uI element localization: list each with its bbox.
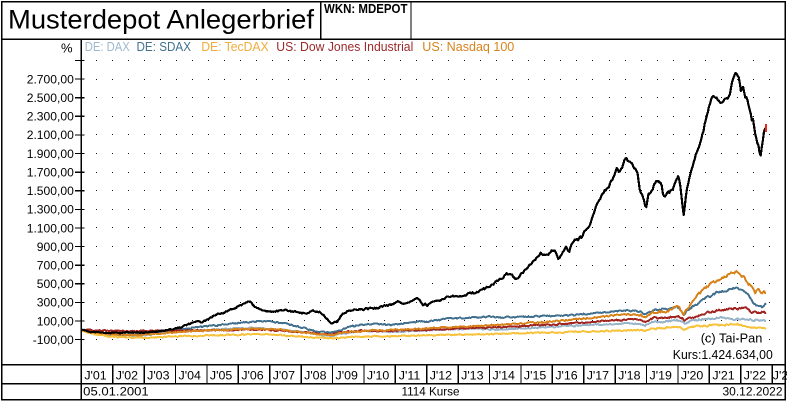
svg-text:J'17: J'17 [587,368,609,382]
svg-text:J'22: J'22 [744,368,766,382]
svg-text:J'03: J'03 [147,368,169,382]
svg-text:1114 Kurse: 1114 Kurse [402,384,460,398]
svg-text:J'04: J'04 [179,368,201,382]
svg-text:1.100,00: 1.100,00 [27,221,74,235]
svg-text:J'08: J'08 [304,368,326,382]
svg-text:J'16: J'16 [555,368,577,382]
svg-text:2.100,00: 2.100,00 [27,128,74,142]
svg-text:700,00: 700,00 [37,259,74,273]
svg-text:J'06: J'06 [241,368,263,382]
svg-text:J'12: J'12 [430,368,452,382]
svg-text:US: Dow Jones Industrial: US: Dow Jones Industrial [276,39,413,54]
svg-text:1.900,00: 1.900,00 [27,147,74,161]
svg-text:Musterdepot Anlegerbrief: Musterdepot Anlegerbrief [8,5,314,35]
svg-text:J'14: J'14 [493,368,515,382]
svg-text:1.500,00: 1.500,00 [27,184,74,198]
svg-text:WKN: MDEPOT: WKN: MDEPOT [324,1,408,16]
svg-text:J'19: J'19 [650,368,672,382]
svg-text:%: % [61,40,73,55]
svg-text:J'15: J'15 [524,368,546,382]
svg-text:1.700,00: 1.700,00 [27,165,74,179]
svg-text:900,00: 900,00 [37,240,74,254]
svg-text:J'01: J'01 [84,368,106,382]
svg-text:DE: DAX: DE: DAX [85,39,130,54]
svg-text:500,00: 500,00 [37,277,74,291]
svg-text:DE: SDAX: DE: SDAX [137,39,192,54]
svg-text:J'21: J'21 [712,368,734,382]
svg-text:Kurs:1.424.634,00: Kurs:1.424.634,00 [673,347,773,362]
svg-text:J'10: J'10 [367,368,389,382]
svg-text:2.300,00: 2.300,00 [27,110,74,124]
svg-text:30.12.2022: 30.12.2022 [723,384,783,398]
svg-text:100,00: 100,00 [37,314,74,328]
svg-text:J'05: J'05 [210,368,232,382]
svg-text:J'23: J'23 [773,368,787,382]
svg-text:J'20: J'20 [681,368,703,382]
svg-text:2.500,00: 2.500,00 [27,91,74,105]
svg-text:J'11: J'11 [399,368,421,382]
svg-text:J'18: J'18 [618,368,640,382]
svg-text:J'02: J'02 [116,368,138,382]
svg-text:J'09: J'09 [336,368,358,382]
svg-text:300,00: 300,00 [37,296,74,310]
svg-text:2.700,00: 2.700,00 [27,72,74,86]
svg-text:J'13: J'13 [461,368,483,382]
svg-text:05.01.2001: 05.01.2001 [83,384,149,398]
svg-text:(c) Tai-Pan: (c) Tai-Pan [701,331,763,346]
svg-text:1.300,00: 1.300,00 [27,203,74,217]
svg-text:-100,00: -100,00 [33,333,74,347]
svg-text:J'07: J'07 [273,368,295,382]
svg-text:DE: TecDAX: DE: TecDAX [201,39,269,54]
svg-text:US: Nasdaq 100: US: Nasdaq 100 [422,39,514,54]
